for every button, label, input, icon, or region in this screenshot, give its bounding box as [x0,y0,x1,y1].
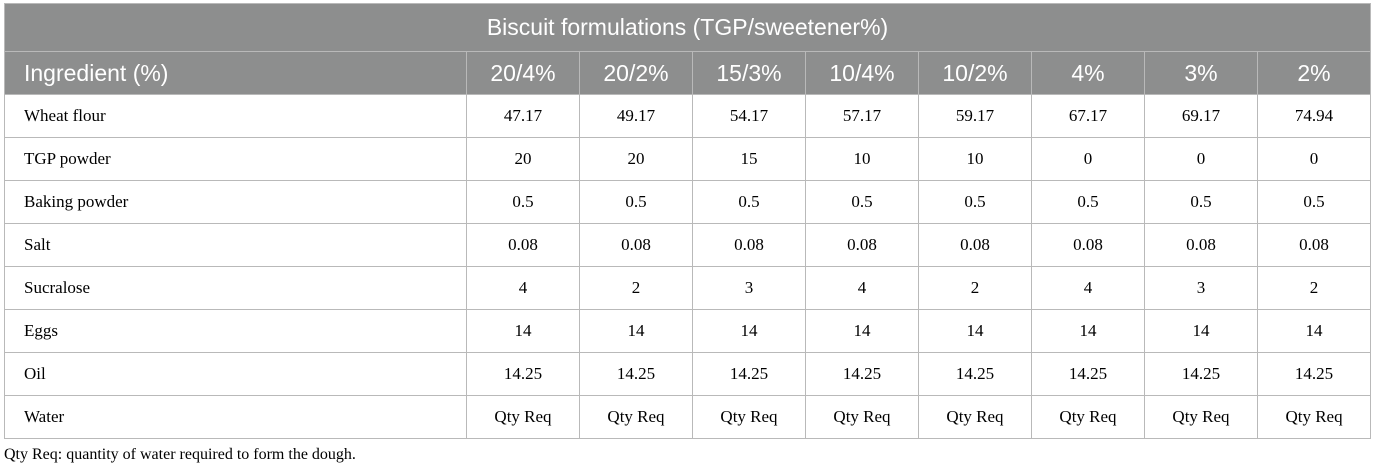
value-cell: 14 [805,309,919,353]
table-title: Biscuit formulations (TGP/sweetener%) [3,3,1372,52]
value-cell: 74.94 [1256,94,1372,138]
table-row: TGP powder 20 20 15 10 10 0 0 0 [4,137,1372,181]
column-header: 4% [1031,51,1145,95]
value-cell: 14.25 [1256,352,1372,396]
value-cell: 14 [1144,309,1258,353]
value-cell: 0.5 [692,180,806,224]
value-cell: 0 [1031,137,1145,181]
value-cell: 14 [1256,309,1372,353]
value-cell: Qty Req [805,395,919,439]
value-cell: 3 [692,266,806,310]
ingredient-cell: TGP powder [4,137,467,181]
table-row: Oil 14.25 14.25 14.25 14.25 14.25 14.25 … [4,352,1372,396]
value-cell: 14.25 [579,352,693,396]
value-cell: 0.5 [1144,180,1258,224]
value-cell: Qty Req [466,395,580,439]
value-cell: 14 [579,309,693,353]
value-cell: 2 [1256,266,1372,310]
value-cell: 14 [1031,309,1145,353]
formulation-table: Biscuit formulations (TGP/sweetener%) In… [3,3,1372,439]
value-cell: 14.25 [918,352,1032,396]
value-cell: 20 [466,137,580,181]
value-cell: 0 [1144,137,1258,181]
ingredient-cell: Water [4,395,467,439]
value-cell: Qty Req [1256,395,1372,439]
column-header: 20/2% [579,51,693,95]
value-cell: 4 [1031,266,1145,310]
value-cell: 0.08 [1256,223,1372,267]
value-cell: 14.25 [1031,352,1145,396]
value-cell: 3 [1144,266,1258,310]
value-cell: 14.25 [466,352,580,396]
value-cell: Qty Req [1031,395,1145,439]
column-header: 20/4% [466,51,580,95]
value-cell: 0.08 [692,223,806,267]
value-cell: 14.25 [805,352,919,396]
value-cell: 0.08 [1031,223,1145,267]
value-cell: Qty Req [692,395,806,439]
ingredient-cell: Salt [4,223,467,267]
value-cell: 2 [579,266,693,310]
column-header: 2% [1256,51,1372,95]
table-row: Sucralose 4 2 3 4 2 4 3 2 [4,266,1372,310]
value-cell: 4 [466,266,580,310]
value-cell: 67.17 [1031,94,1145,138]
value-cell: 14.25 [692,352,806,396]
ingredient-cell: Oil [4,352,467,396]
value-cell: 14 [918,309,1032,353]
value-cell: 49.17 [579,94,693,138]
column-header: 15/3% [692,51,806,95]
value-cell: 20 [579,137,693,181]
value-cell: 14 [692,309,806,353]
value-cell: 0 [1256,137,1372,181]
value-cell: Qty Req [579,395,693,439]
column-header: 3% [1144,51,1258,95]
value-cell: 57.17 [805,94,919,138]
value-cell: 0.5 [1256,180,1372,224]
value-cell: 0.5 [579,180,693,224]
table-row: Wheat flour 47.17 49.17 54.17 57.17 59.1… [4,94,1372,138]
value-cell: 0.5 [466,180,580,224]
value-cell: 4 [805,266,919,310]
column-header-ingredient: Ingredient (%) [4,51,467,95]
column-header: 10/4% [805,51,919,95]
table-row: Water Qty Req Qty Req Qty Req Qty Req Qt… [4,395,1372,439]
value-cell: 0.5 [1031,180,1145,224]
value-cell: 69.17 [1144,94,1258,138]
table-row: Salt 0.08 0.08 0.08 0.08 0.08 0.08 0.08 … [4,223,1372,267]
table-title-row: Biscuit formulations (TGP/sweetener%) [3,3,1372,52]
value-cell: 14.25 [1144,352,1258,396]
column-header: 10/2% [918,51,1032,95]
value-cell: 59.17 [918,94,1032,138]
value-cell: 0.08 [579,223,693,267]
value-cell: 0.08 [918,223,1032,267]
value-cell: 15 [692,137,806,181]
ingredient-cell: Sucralose [4,266,467,310]
table-header-row: Ingredient (%) 20/4% 20/2% 15/3% 10/4% 1… [4,51,1372,95]
value-cell: 0.5 [918,180,1032,224]
ingredient-cell: Eggs [4,309,467,353]
value-cell: 0.08 [805,223,919,267]
value-cell: 10 [918,137,1032,181]
value-cell: 0.08 [1144,223,1258,267]
value-cell: 54.17 [692,94,806,138]
value-cell: 47.17 [466,94,580,138]
value-cell: 0.5 [805,180,919,224]
ingredient-cell: Baking powder [4,180,467,224]
table-footnote: Qty Req: quantity of water required to f… [4,446,356,463]
table-row: Baking powder 0.5 0.5 0.5 0.5 0.5 0.5 0.… [4,180,1372,224]
value-cell: 10 [805,137,919,181]
value-cell: Qty Req [1144,395,1258,439]
value-cell: 0.08 [466,223,580,267]
ingredient-cell: Wheat flour [4,94,467,138]
value-cell: 14 [466,309,580,353]
table-row: Eggs 14 14 14 14 14 14 14 14 [4,309,1372,353]
value-cell: Qty Req [918,395,1032,439]
value-cell: 2 [918,266,1032,310]
